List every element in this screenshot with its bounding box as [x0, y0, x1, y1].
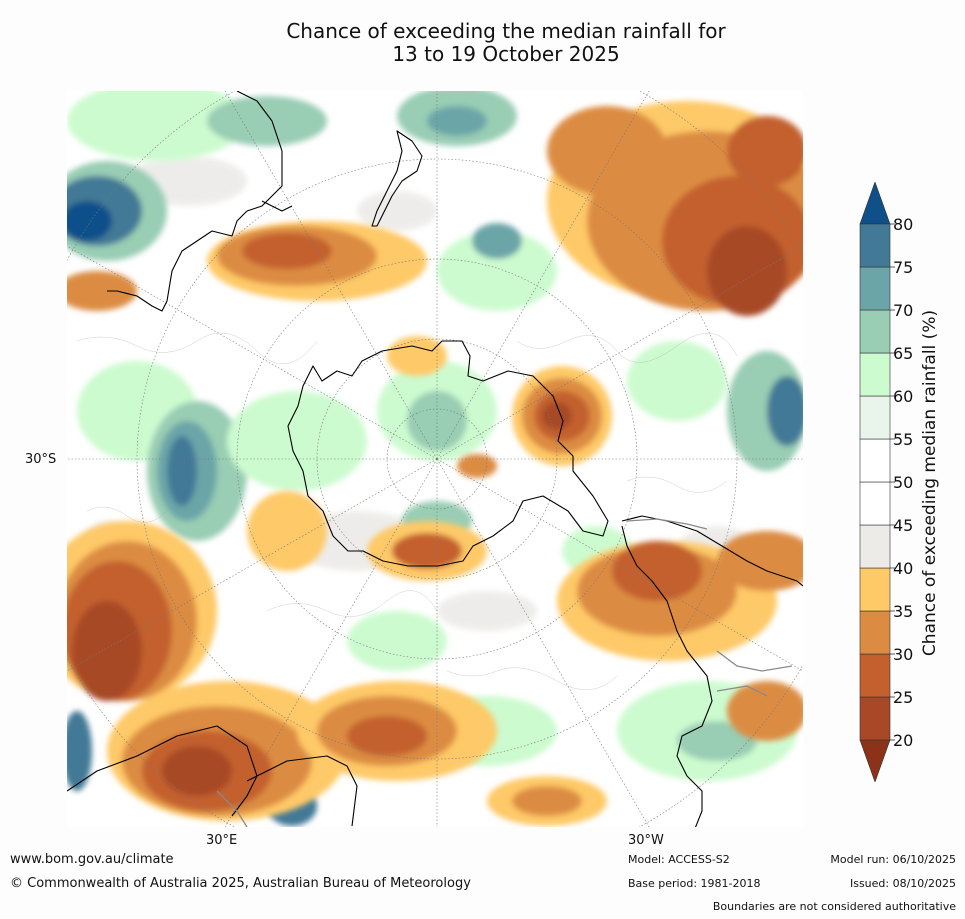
- title-line-1: Chance of exceeding the median rainfall …: [286, 19, 726, 43]
- longitude-label-30e: 30°E: [206, 833, 238, 848]
- footer-issued: Issued: 08/10/2025: [849, 877, 956, 890]
- footer-copyright: © Commonwealth of Australia 2025, Austra…: [10, 876, 471, 891]
- colorbar-bin-25-30: [859, 653, 891, 698]
- colorbar-bin-30-35: [859, 610, 891, 655]
- colorbar-tick-label: 75: [893, 258, 913, 277]
- new-zealand-coastline: [371, 130, 423, 227]
- colorbar-bin-above-80: [859, 182, 891, 225]
- longitude-label-30w: 30°W: [628, 833, 664, 848]
- wetter-zones: [67, 91, 803, 826]
- colorbar-bins: [859, 182, 891, 782]
- title-line-2: 13 to 19 October 2025: [392, 42, 620, 66]
- drier-zones: [67, 101, 803, 826]
- colorbar-tick-label: 40: [893, 559, 913, 578]
- antarctica-coastline: [287, 340, 609, 567]
- africa-coastline: [67, 725, 258, 817]
- colorbar-bin-40-45: [859, 524, 891, 569]
- colorbar-tick-label: 70: [893, 301, 913, 320]
- colorbar-bin-55-60: [859, 395, 891, 440]
- colorbar-bin-70-75: [859, 266, 891, 311]
- colorbar-tick-label: 60: [893, 387, 913, 406]
- south-america-coastline: [621, 515, 803, 587]
- colorbar-ticks: 20 25 30 35 40 45 50 55 60 65 70 75 80: [890, 215, 913, 750]
- graticule: [67, 91, 803, 827]
- coastlines: [67, 91, 803, 827]
- rainfall-probability-map: [67, 91, 803, 827]
- colorbar-bin-45-50: [859, 481, 891, 526]
- colorbar-bin-50-55: [859, 438, 891, 483]
- map-title: Chance of exceeding the median rainfall …: [0, 20, 965, 66]
- latitude-label-30s: 30°S: [25, 452, 57, 467]
- legend-title: Chance of exceeding median rainfall (%): [920, 309, 940, 657]
- colorbar-tick-label: 35: [893, 602, 913, 621]
- colorbar-bin-75-80: [859, 223, 891, 268]
- footer-base-period: Base period: 1981-2018: [628, 877, 761, 890]
- colorbar-bin-60-65: [859, 352, 891, 397]
- colorbar-bin-20-25: [859, 696, 891, 741]
- colorbar-tick-label: 45: [893, 516, 913, 535]
- australia-coastline: [107, 91, 283, 312]
- colorbar-bin-35-40: [859, 567, 891, 612]
- colorbar-bin-below-20: [859, 739, 891, 782]
- colorbar-tick-label: 25: [893, 688, 913, 707]
- country-borders: [216, 518, 793, 827]
- footer-model: Model: ACCESS-S2: [628, 853, 730, 866]
- colorbar-bin-65-70: [859, 309, 891, 354]
- colorbar: 20 25 30 35 40 45 50 55 60 65 70 75 80: [859, 182, 913, 782]
- colorbar-tick-label: 30: [893, 645, 913, 664]
- contour-texture: [76, 332, 738, 691]
- footer-website[interactable]: www.bom.gov.au/climate: [10, 852, 174, 867]
- colorbar-tick-label: 65: [893, 344, 913, 363]
- colorbar-tick-label: 80: [893, 215, 913, 234]
- colorbar-tick-label: 55: [893, 430, 913, 449]
- footer-model-run: Model run: 06/10/2025: [830, 853, 956, 866]
- footer-disclaimer: Boundaries are not considered authoritat…: [712, 900, 956, 913]
- colorbar-tick-label: 50: [893, 473, 913, 492]
- colorbar-tick-label: 20: [893, 731, 913, 750]
